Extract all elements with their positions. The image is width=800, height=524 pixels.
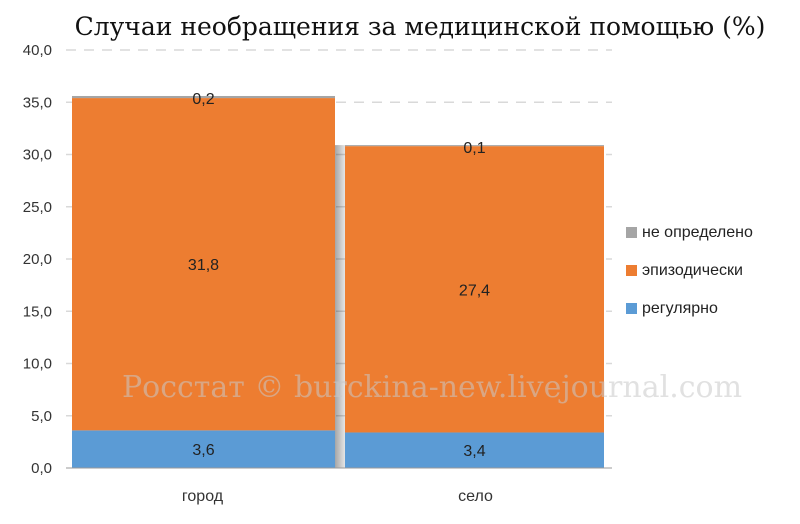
chart-title: Случаи необращения за медицинской помощь… <box>75 12 766 41</box>
legend-swatch <box>626 303 637 314</box>
watermark: Росстат © burckina-new.livejournal.com <box>122 370 742 405</box>
category-label: город <box>182 488 224 505</box>
data-label: 3,6 <box>192 442 214 459</box>
legend-swatch <box>626 265 637 276</box>
y-tick-label: 30,0 <box>23 147 52 164</box>
bar-segment <box>345 145 604 147</box>
data-label: 31,8 <box>188 257 219 274</box>
y-tick-label: 15,0 <box>23 303 52 320</box>
y-tick-label: 5,0 <box>31 408 52 425</box>
bar-segment <box>345 432 604 468</box>
y-tick-label: 25,0 <box>23 199 52 216</box>
category-label: село <box>458 488 493 505</box>
bar-segment <box>72 430 335 468</box>
y-axis-ticks: 0,0 5,0 10,0 15,0 20,0 25,0 30,0 35,0 40,0 <box>23 42 52 477</box>
bar-segment <box>72 98 335 431</box>
data-label: 27,4 <box>459 282 490 299</box>
bar-segment <box>345 146 604 433</box>
data-label: 0,2 <box>192 91 214 108</box>
y-tick-label: 20,0 <box>23 251 52 268</box>
data-labels: 3,6 31,8 0,2 3,4 27,4 0,1 <box>188 91 490 460</box>
bars <box>72 95 604 468</box>
legend: не определено эпизодически регулярно <box>626 224 753 317</box>
y-tick-label: 40,0 <box>23 42 52 59</box>
data-label: 0,1 <box>463 140 485 157</box>
y-tick-label: 10,0 <box>23 356 52 373</box>
category-labels: город село <box>182 488 493 505</box>
y-tick-label: 0,0 <box>31 460 52 477</box>
legend-label: эпизодически <box>642 262 743 279</box>
data-label: 3,4 <box>463 443 485 460</box>
bar-segment <box>72 95 335 99</box>
y-tick-label: 35,0 <box>23 94 52 111</box>
legend-label: не определено <box>642 224 753 241</box>
legend-label: регулярно <box>642 300 718 317</box>
legend-swatch <box>626 227 637 238</box>
